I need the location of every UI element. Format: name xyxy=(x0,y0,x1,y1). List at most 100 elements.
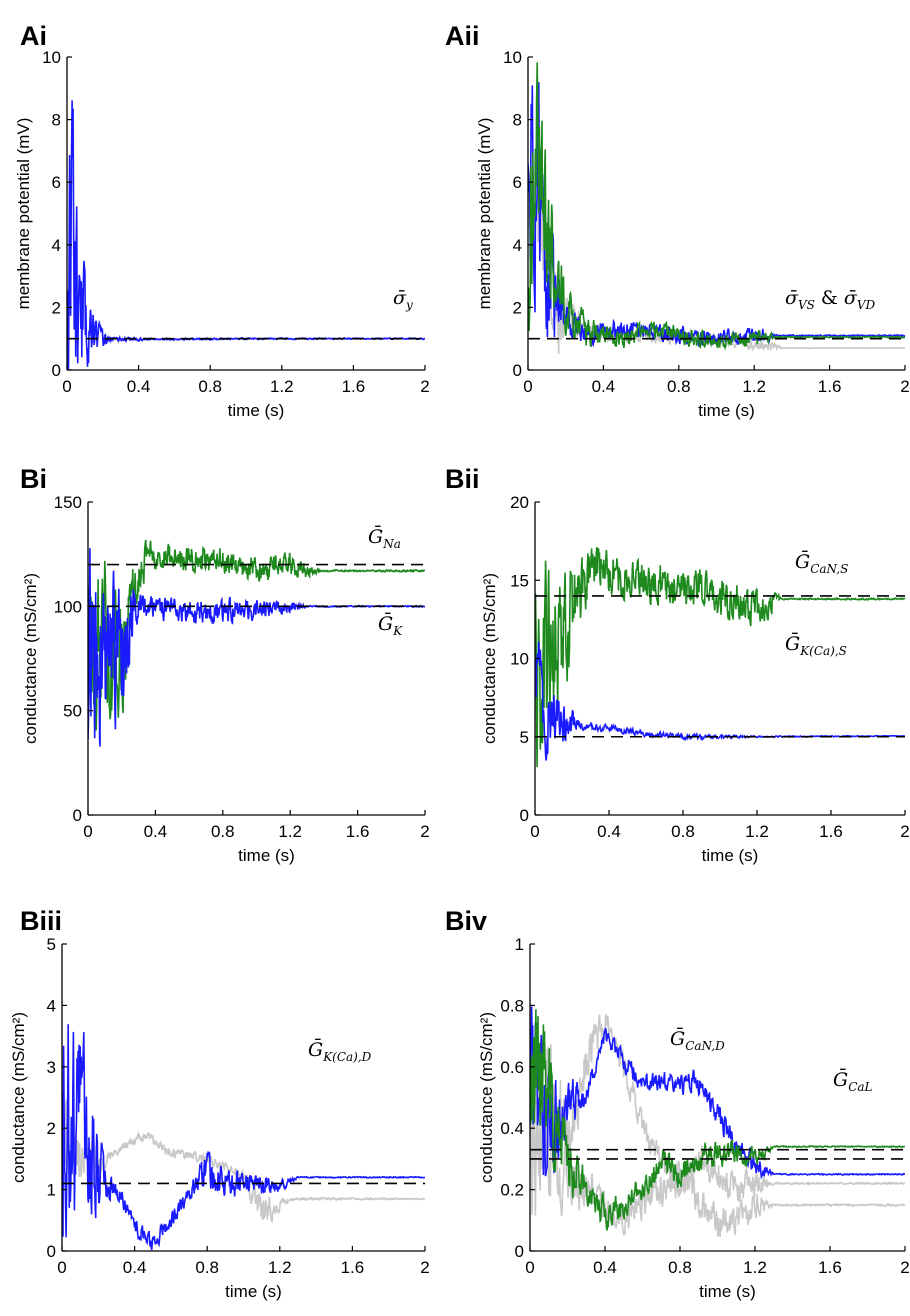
x-axis-label: time (s) xyxy=(699,1282,756,1301)
y-axis-label: conductance (mS/cm²) xyxy=(21,573,40,744)
x-axis-label: time (s) xyxy=(698,401,755,420)
x-axis-label: time (s) xyxy=(225,1282,282,1301)
series-annotation: ḠCaL xyxy=(833,1067,873,1094)
y-tick-label: 8 xyxy=(52,111,61,130)
x-tick-label: 0.4 xyxy=(597,822,621,841)
x-tick-label: 0.4 xyxy=(127,377,151,396)
y-tick-label: 10 xyxy=(42,48,61,67)
y-tick-label: 0.2 xyxy=(500,1181,524,1200)
panel-label: Biii xyxy=(20,906,62,936)
x-axis-label: time (s) xyxy=(238,846,295,865)
x-tick-label: 0.4 xyxy=(123,1258,147,1277)
series-group xyxy=(62,1024,425,1251)
series-line-green-0 xyxy=(88,539,425,731)
y-tick-label: 6 xyxy=(513,173,522,192)
panel-label: Ai xyxy=(20,21,47,51)
series-line-blue-0 xyxy=(67,100,425,370)
series-line-gray-0 xyxy=(530,1014,905,1203)
x-tick-label: 1.2 xyxy=(270,377,294,396)
y-tick-label: 10 xyxy=(503,48,522,67)
x-tick-label: 0 xyxy=(530,822,539,841)
y-axis-label: membrane potential (mV) xyxy=(475,118,494,310)
x-tick-label: 0.4 xyxy=(593,1258,617,1277)
x-tick-label: 0.8 xyxy=(211,822,235,841)
y-tick-label: 5 xyxy=(47,935,56,954)
y-tick-label: 0 xyxy=(47,1242,56,1261)
y-tick-label: 8 xyxy=(513,111,522,130)
x-tick-label: 1.2 xyxy=(278,822,302,841)
x-tick-label: 2 xyxy=(900,1258,909,1277)
y-tick-label: 4 xyxy=(513,236,522,255)
series-annotation: ḠK(Ca),S xyxy=(785,631,847,658)
x-tick-label: 0.8 xyxy=(667,377,691,396)
x-tick-label: 1.6 xyxy=(342,377,366,396)
y-tick-label: 2 xyxy=(47,1119,56,1138)
y-tick-label: 50 xyxy=(63,702,82,721)
y-tick-label: 0.6 xyxy=(500,1058,524,1077)
x-tick-label: 0.8 xyxy=(668,1258,692,1277)
y-tick-label: 0.8 xyxy=(500,996,524,1015)
x-tick-label: 1.6 xyxy=(818,377,842,396)
x-tick-label: 1.2 xyxy=(743,1258,767,1277)
y-tick-label: 2 xyxy=(513,298,522,317)
x-tick-label: 2 xyxy=(420,377,429,396)
panel-biv: Biv 0 0.4 0.8 1.2 1.6 2 0 0.2 0.4 0.6 0.8 1 time (s) c… xyxy=(445,906,910,1301)
series-annotation: ḠCaN,S xyxy=(795,549,848,576)
y-tick-label: 20 xyxy=(510,493,529,512)
series-line-green-0 xyxy=(535,547,905,768)
y-tick-label: 4 xyxy=(52,236,61,255)
y-tick-label: 4 xyxy=(47,996,56,1015)
x-tick-label: 1.2 xyxy=(742,377,766,396)
x-tick-label: 0.4 xyxy=(592,377,616,396)
series-group xyxy=(528,62,905,355)
x-tick-label: 2 xyxy=(900,377,909,396)
y-tick-label: 1 xyxy=(47,1181,56,1200)
x-tick-label: 0 xyxy=(57,1258,66,1277)
y-tick-label: 6 xyxy=(52,173,61,192)
y-tick-label: 1 xyxy=(515,935,524,954)
y-tick-label: 10 xyxy=(510,650,529,669)
x-tick-label: 1.2 xyxy=(268,1258,292,1277)
y-tick-label: 2 xyxy=(52,298,61,317)
series-line-blue-2 xyxy=(530,1006,905,1180)
x-tick-label: 0 xyxy=(62,377,71,396)
x-tick-label: 1.6 xyxy=(346,822,370,841)
series-annotation: σ̄VS & σ̄VD xyxy=(785,287,876,312)
panel-ai: Ai 0 0.4 0.8 1.2 1.6 2 0 2 4 6 8 10 time (s) membrane … xyxy=(14,21,430,420)
series-group xyxy=(530,1006,905,1237)
y-tick-label: 0 xyxy=(513,361,522,380)
x-axis-label: time (s) xyxy=(702,846,759,865)
series-line-green-3 xyxy=(530,1009,905,1231)
series-group xyxy=(535,547,905,768)
x-tick-label: 0 xyxy=(83,822,92,841)
series-annotation: ḠK xyxy=(378,611,403,638)
x-tick-label: 1.6 xyxy=(341,1258,365,1277)
series-annotation: ḠNa xyxy=(368,524,401,551)
x-tick-label: 1.2 xyxy=(745,822,769,841)
x-tick-label: 0.8 xyxy=(671,822,695,841)
y-tick-label: 0 xyxy=(515,1242,524,1261)
series-line-blue-1 xyxy=(88,548,425,747)
series-annotation: σ̄y xyxy=(393,287,413,312)
series-annotation: ḠCaN,D xyxy=(670,1026,725,1053)
x-tick-label: 2 xyxy=(900,822,909,841)
x-tick-label: 0.4 xyxy=(144,822,168,841)
x-tick-label: 1.6 xyxy=(819,822,843,841)
y-axis-label: membrane potential (mV) xyxy=(14,118,33,310)
panel-aii: Aii 0 0.4 0.8 1.2 1.6 2 0 2 4 6 8 10 time (s) membrane… xyxy=(445,21,910,420)
y-axis-label: conductance (mS/cm²) xyxy=(9,1012,28,1183)
x-tick-label: 0.8 xyxy=(195,1258,219,1277)
series-line-blue-1 xyxy=(535,641,905,761)
panel-label: Bi xyxy=(20,464,47,494)
x-tick-label: 0 xyxy=(523,377,532,396)
series-line-gray-0 xyxy=(62,1099,425,1224)
y-tick-label: 0 xyxy=(520,806,529,825)
y-axis-label: conductance (mS/cm²) xyxy=(477,1012,496,1183)
y-tick-label: 0.4 xyxy=(500,1119,524,1138)
series-line-gray-1 xyxy=(530,1066,905,1237)
x-tick-label: 1.6 xyxy=(818,1258,842,1277)
series-group xyxy=(88,539,425,747)
y-tick-label: 150 xyxy=(54,493,82,512)
